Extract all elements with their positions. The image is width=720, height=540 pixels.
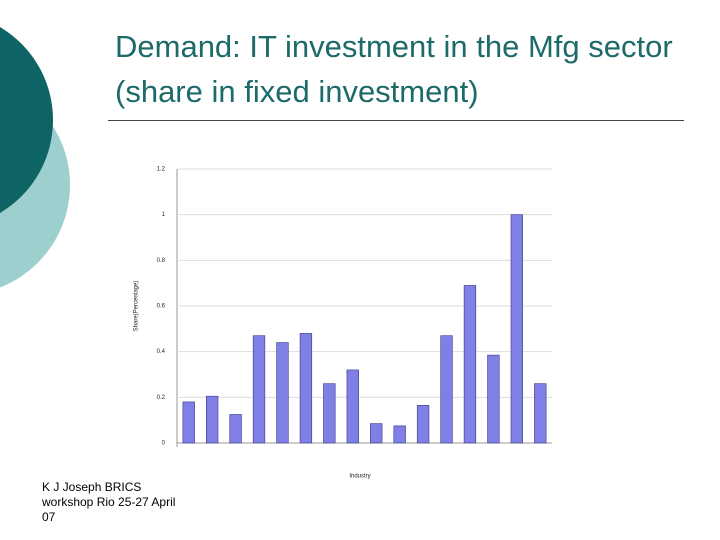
y-tick-label: 1	[162, 212, 166, 218]
bar	[346, 369, 359, 444]
y-axis-label: Share(Percentage)	[134, 281, 140, 332]
y-tick-label: 0.8	[157, 258, 166, 264]
y-tick-label: 0	[162, 441, 166, 447]
bar	[252, 335, 266, 444]
slide-title: Demand: IT investment in the Mfg sector …	[115, 29, 673, 109]
footer-line: K J Joseph BRICS	[42, 480, 142, 494]
bar	[229, 414, 242, 444]
bar	[323, 383, 336, 444]
bar	[276, 342, 289, 444]
bar	[182, 401, 195, 444]
bar	[299, 333, 313, 444]
bar	[487, 354, 500, 444]
bar	[393, 425, 406, 444]
y-tick-label: 0.4	[157, 349, 166, 355]
footer: K J Joseph BRICS workshop Rio 25-27 Apri…	[42, 480, 175, 525]
y-tick-label: 0.6	[157, 304, 166, 310]
bar	[416, 405, 430, 444]
x-axis-label: Industry	[349, 474, 370, 480]
bar	[463, 285, 477, 444]
y-tick-label: 0.2	[157, 395, 166, 401]
footer-line: 07	[42, 510, 56, 524]
title-rule	[108, 120, 684, 121]
bar	[370, 423, 383, 444]
bar	[440, 335, 453, 444]
bar	[205, 395, 219, 444]
deco-circle	[0, 27, 53, 213]
bar	[510, 214, 524, 444]
footer-line: workshop Rio 25-27 April	[42, 495, 176, 509]
y-tick-label: 1.2	[157, 167, 166, 173]
bar	[534, 383, 547, 444]
